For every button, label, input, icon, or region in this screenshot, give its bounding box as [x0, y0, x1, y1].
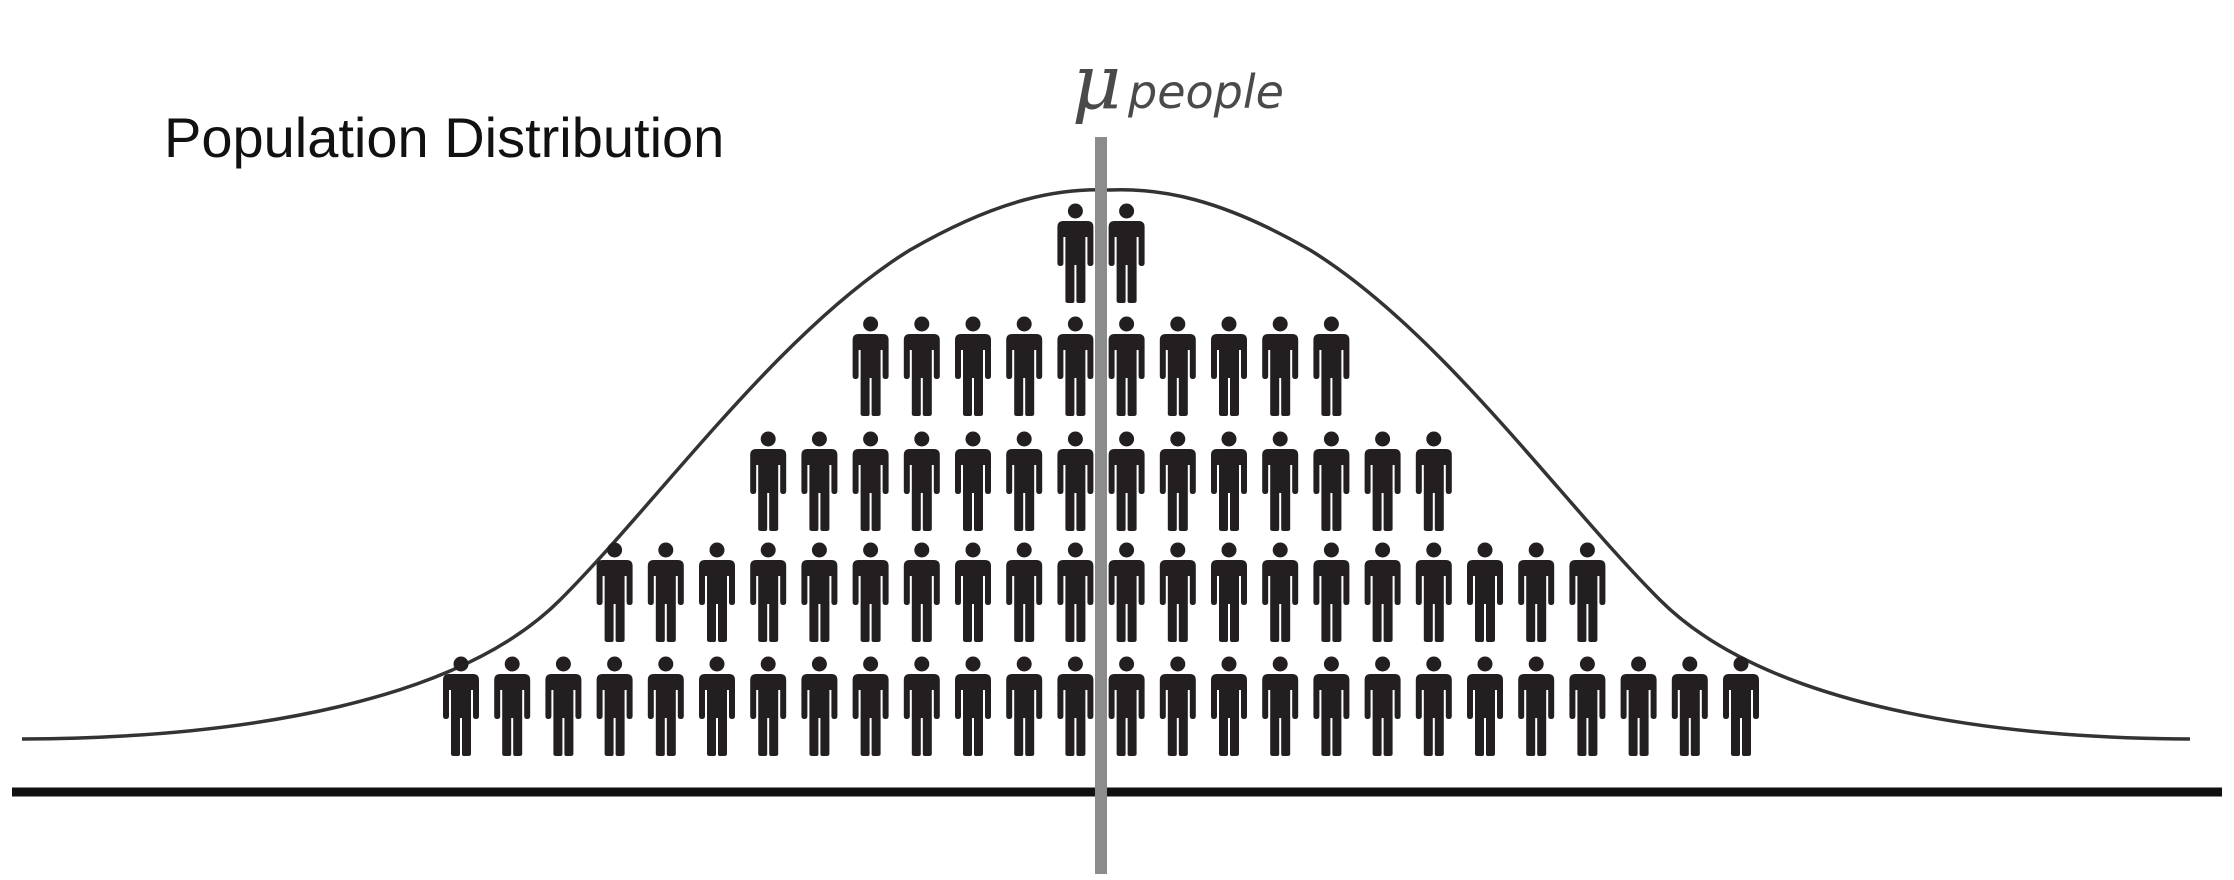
person-icon: [955, 316, 991, 416]
diagram-title: Population Distribution: [164, 106, 724, 169]
person-icon: [1108, 431, 1145, 531]
person-icon: [545, 656, 582, 756]
person-icon: [1467, 656, 1503, 756]
person-icon: [1159, 542, 1196, 642]
person-icon: [1159, 431, 1196, 531]
person-icon: [1159, 316, 1196, 416]
person-icon: [1211, 431, 1247, 531]
person-icon: [903, 431, 940, 531]
person-icon: [1415, 431, 1452, 531]
mean-subscript: people: [1127, 65, 1284, 119]
person-icon: [903, 656, 940, 756]
person-icon: [647, 542, 684, 642]
person-icon: [1262, 542, 1299, 642]
person-icon: [1313, 542, 1350, 642]
person-icon: [699, 656, 735, 756]
person-icon: [1364, 542, 1401, 642]
person-icon: [1006, 431, 1043, 531]
person-icon: [1723, 656, 1759, 756]
person-icon: [1057, 316, 1094, 416]
person-icon: [1211, 542, 1247, 642]
person-icon: [699, 542, 735, 642]
person-icon: [1620, 656, 1657, 756]
person-icon: [1108, 542, 1145, 642]
mean-label: μ people: [1072, 37, 1284, 126]
person-icon: [1108, 656, 1145, 756]
person-icon: [750, 431, 787, 531]
person-icon: [1262, 431, 1299, 531]
person-icon: [1108, 203, 1145, 303]
person-icon: [1313, 656, 1350, 756]
mean-symbol: μ: [1072, 37, 1121, 126]
person-icon: [801, 656, 838, 756]
person-icon: [647, 656, 684, 756]
person-icon: [596, 656, 633, 756]
person-icon: [1057, 542, 1094, 642]
person-icon: [1569, 656, 1606, 756]
person-icon: [1415, 542, 1452, 642]
person-icon: [1364, 656, 1401, 756]
person-icon: [1262, 316, 1299, 416]
person-icon: [750, 656, 787, 756]
person-icon: [1006, 316, 1043, 416]
person-icon: [1211, 316, 1247, 416]
person-icon: [1006, 656, 1043, 756]
bell-curve: [21, 188, 2191, 741]
person-icon: [1211, 656, 1247, 756]
person-icon: [852, 431, 889, 531]
person-icon: [852, 656, 889, 756]
person-icon: [1006, 542, 1043, 642]
person-icon: [1108, 316, 1145, 416]
person-icon: [1518, 542, 1555, 642]
person-icon: [903, 316, 940, 416]
person-icon: [1569, 542, 1606, 642]
person-icon: [801, 431, 838, 531]
person-icon: [955, 431, 991, 531]
person-icon: [750, 542, 787, 642]
person-icon: [1159, 656, 1196, 756]
person-icon: [1262, 656, 1299, 756]
person-icon: [955, 542, 991, 642]
person-icon: [955, 656, 991, 756]
person-icon: [1313, 431, 1350, 531]
person-icon: [801, 542, 838, 642]
person-icon: [1313, 316, 1350, 416]
person-icon: [1467, 542, 1503, 642]
person-icon: [1057, 203, 1094, 303]
person-icon: [1364, 431, 1401, 531]
person-icon: [1671, 656, 1708, 756]
person-icon: [1057, 431, 1094, 531]
person-icon: [852, 316, 889, 416]
person-icon: [1518, 656, 1555, 756]
person-icon: [1415, 656, 1452, 756]
person-icon: [1057, 656, 1094, 756]
person-icon: [903, 542, 940, 642]
person-icon: [852, 542, 889, 642]
person-icon: [494, 656, 531, 756]
